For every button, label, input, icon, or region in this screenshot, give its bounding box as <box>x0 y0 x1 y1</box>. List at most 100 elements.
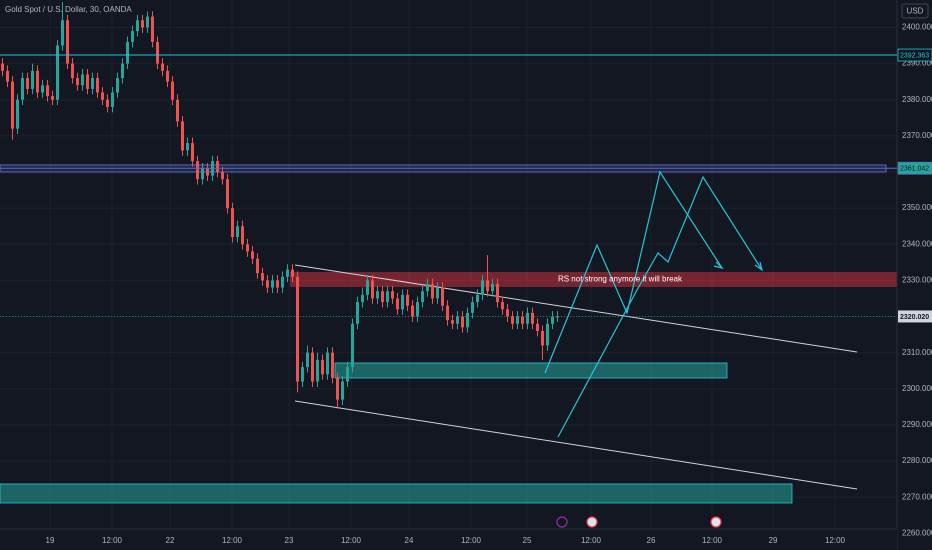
x-tick-label: 12:00 <box>341 536 362 545</box>
x-tick-label: 24 <box>405 536 414 545</box>
y-tick-label: 2280.000 <box>902 456 932 465</box>
candle-body <box>391 291 394 299</box>
level-label: 2361.042 <box>900 166 929 173</box>
x-tick-label: 25 <box>523 536 532 545</box>
candle-body <box>356 302 359 324</box>
candle-body <box>516 316 519 324</box>
candle-body <box>486 280 489 292</box>
channel-upper <box>294 264 858 353</box>
candle-body <box>0 63 4 71</box>
candle-body <box>141 20 144 28</box>
demand-zone-low <box>0 483 793 504</box>
candle-body <box>116 78 119 93</box>
candle-body <box>156 41 159 64</box>
candle-body <box>36 70 39 93</box>
candle-body <box>266 280 269 288</box>
candle-body <box>316 359 319 382</box>
x-tick-label: 12:00 <box>581 536 602 545</box>
x-tick-label: 12:00 <box>102 536 123 545</box>
candle-body <box>231 208 234 238</box>
x-tick-label: 22 <box>166 536 175 545</box>
candle-body <box>261 273 264 281</box>
candle-body <box>56 45 59 100</box>
candle-body <box>146 16 149 28</box>
currency-box[interactable] <box>901 3 929 19</box>
x-tick-label: 19 <box>46 536 55 545</box>
candle-body <box>176 99 179 122</box>
candle-body <box>536 323 539 331</box>
candle-body <box>471 302 474 313</box>
level-label: 2392.363 <box>900 52 929 59</box>
candle-body <box>376 291 379 299</box>
candle-body <box>121 63 124 79</box>
candle-body <box>466 312 469 328</box>
y-tick-label: 2330.000 <box>902 276 932 285</box>
candle-body <box>501 302 504 310</box>
candle-body <box>551 316 554 324</box>
candle-body <box>526 312 529 324</box>
x-tick-label: 12:00 <box>461 536 482 545</box>
candle-body <box>521 316 524 324</box>
level-badge <box>897 161 932 175</box>
candle-body <box>161 63 164 71</box>
candle-body <box>151 16 154 42</box>
candle-body <box>511 316 514 324</box>
arrow-head <box>713 261 724 270</box>
candle-body <box>236 226 239 238</box>
red-zone <box>290 272 897 287</box>
candle-body <box>456 316 459 324</box>
candle-body <box>241 226 244 245</box>
candle-body <box>126 41 129 64</box>
candle-body <box>301 367 304 382</box>
candle-body <box>256 258 259 274</box>
candle-body <box>306 352 309 368</box>
projection-path <box>557 175 763 438</box>
candle-body <box>436 287 439 299</box>
currency: USD <box>907 7 924 16</box>
candle-body <box>286 269 289 277</box>
y-tick-label: 2350.000 <box>902 203 932 212</box>
candle-body <box>206 168 209 176</box>
candle-body <box>461 316 464 328</box>
candle-body <box>441 287 444 306</box>
y-tick-label: 2270.000 <box>902 492 932 501</box>
candle-body <box>276 280 279 288</box>
time-axis <box>0 529 897 550</box>
x-tick-label: 12:00 <box>222 536 243 545</box>
candle-body <box>196 161 199 180</box>
candle-body <box>201 168 204 180</box>
candle-body <box>556 316 559 318</box>
candle-body <box>136 20 139 32</box>
event-icon[interactable] <box>710 516 722 528</box>
candle-body <box>411 305 414 317</box>
candle-body <box>46 85 49 97</box>
x-tick-label: 12:00 <box>702 536 723 545</box>
candle-body <box>76 78 79 86</box>
y-tick-label: 2400.000 <box>902 23 932 32</box>
candle-body <box>541 330 544 346</box>
candle-body <box>416 302 419 317</box>
projection-path <box>544 170 723 374</box>
candle-body <box>61 20 64 46</box>
candle-body <box>546 323 549 346</box>
candle-body <box>226 179 229 209</box>
event-icon[interactable] <box>586 516 598 528</box>
candle-body <box>386 291 389 303</box>
demand-zone <box>334 362 728 379</box>
candle-body <box>476 294 479 303</box>
candle-body <box>281 276 284 288</box>
arrow-head <box>754 261 763 272</box>
x-tick-label: 23 <box>285 536 294 545</box>
candle-body <box>6 70 9 82</box>
candle-body <box>396 298 399 310</box>
candle-body <box>221 171 224 180</box>
candle-body <box>381 291 384 303</box>
candle-body <box>251 251 254 259</box>
x-tick-label: 12:00 <box>825 536 846 545</box>
y-tick-label: 2260.000 <box>902 528 932 537</box>
channel-lower <box>294 400 858 490</box>
event-icon[interactable] <box>556 516 568 528</box>
candle-body <box>406 294 409 306</box>
candle-body <box>191 143 194 162</box>
